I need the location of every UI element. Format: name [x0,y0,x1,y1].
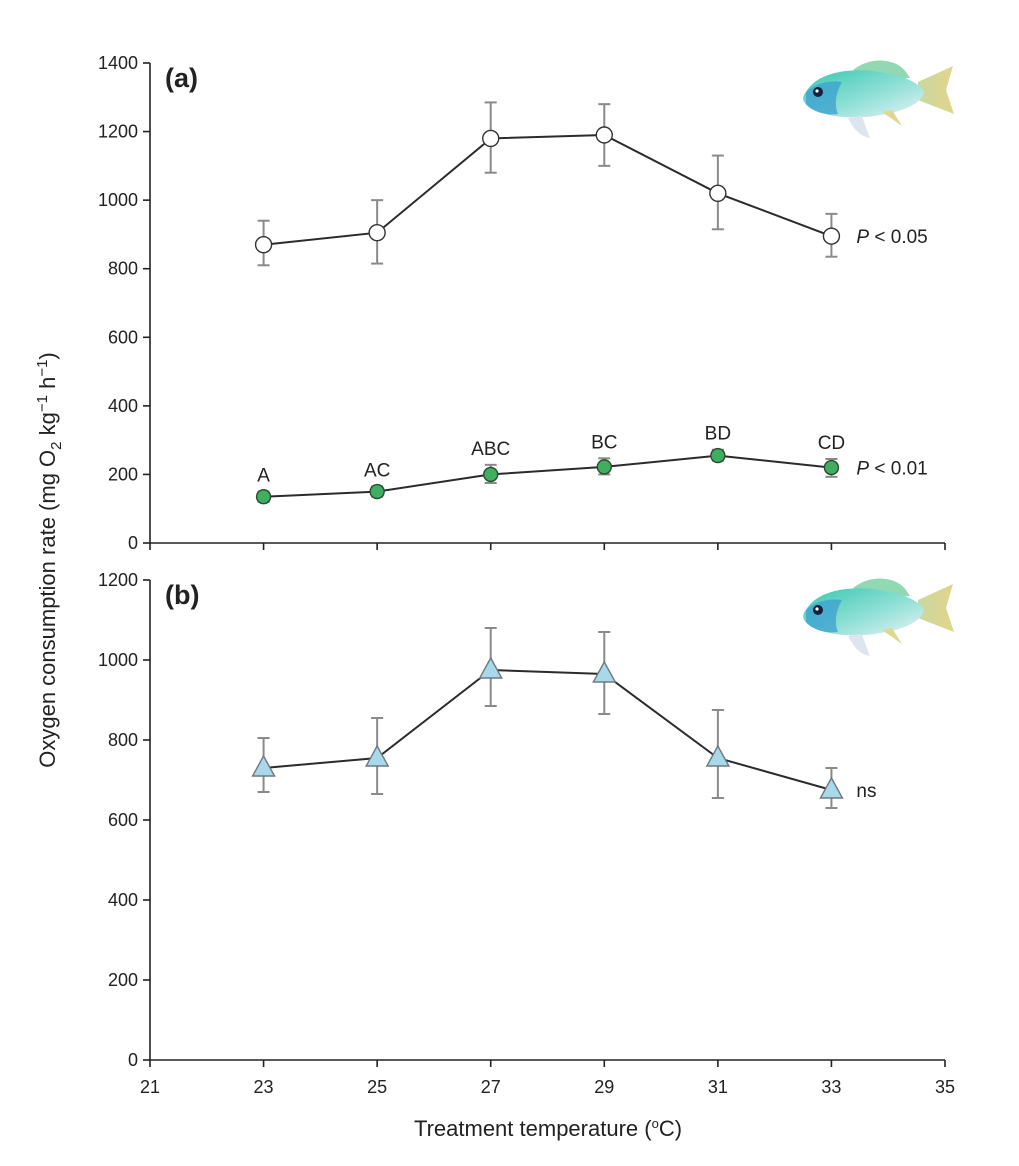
panel-b-y-ticks: 0 200 400 600 800 1000 1200 [98,570,150,1070]
y-tick-label: 1000 [98,650,138,670]
data-point-filled-circle [823,459,840,476]
y-tick-label: 1000 [98,190,138,210]
panel-a-series: P < 0.05 A AC ABC BC BD CD P < 0.01 [254,101,928,505]
panel-a-y-ticks: 0 200 400 600 800 1000 1200 1400 [98,53,150,553]
x-tick-label: 35 [935,1077,955,1097]
y-tick-label: 600 [108,810,138,830]
y-tick-label: 200 [108,464,138,484]
data-point-filled-circle [369,483,385,500]
data-point-open-circle [482,129,500,148]
data-point-filled-circle [255,489,272,505]
group-letter: ABC [471,439,510,460]
y-tick-label: 1200 [98,122,138,142]
significance-annotation: P < 0.05 [856,227,927,248]
significance-annotation: P < 0.01 [856,459,927,480]
fish-illustration-b [803,578,954,656]
data-point-open-circle [822,227,841,245]
series-resting: A AC ABC BC BD CD P < 0.01 [255,424,928,505]
significance-annotation: ns [856,781,876,802]
y-tick-label: 600 [108,327,138,347]
y-tick-label: 800 [108,259,138,279]
y-tick-label: 400 [108,890,138,910]
x-axis-title: Treatment temperature (oC) [414,1116,682,1141]
x-tick-label: 23 [254,1077,274,1097]
data-point-filled-circle [483,466,499,483]
panel-b-series: ns [251,627,877,809]
x-tick-label: 25 [367,1077,387,1097]
data-point-open-circle [254,236,273,254]
data-point-open-circle [709,184,727,202]
data-point-open-circle [368,224,386,242]
group-letter: AC [364,460,390,481]
x-tick-label: 29 [594,1077,614,1097]
data-point-filled-circle [710,447,726,464]
y-tick-label: 1400 [98,53,138,73]
data-point-triangle [592,660,617,683]
y-tick-label: 400 [108,396,138,416]
y-tick-label: 0 [128,533,138,553]
data-point-triangle [819,776,844,799]
y-tick-label: 800 [108,730,138,750]
panel-a-x-ticks [149,543,946,550]
group-letter: BD [705,424,731,445]
data-point-filled-circle [596,459,612,475]
data-point-triangle [705,744,731,767]
group-letter: A [257,466,270,487]
panel-a-label: (a) [165,63,198,93]
data-point-triangle [251,754,276,777]
x-tick-label: 21 [140,1077,160,1097]
series-line [263,454,832,498]
data-point-triangle [364,744,390,767]
fish-illustration-a [803,60,954,138]
group-letter: BC [591,432,617,453]
x-tick-label: 31 [708,1077,728,1097]
data-point-triangle [478,656,503,679]
group-letter: CD [818,433,845,454]
panel-b-label: (b) [165,580,199,610]
y-tick-label: 0 [128,1050,138,1070]
y-axis-title: Oxygen consumption rate (mg O2 kg−1 h−1) [34,352,65,768]
x-tick-label: 27 [481,1077,501,1097]
series-line [263,668,832,791]
series-aerobic-scope: ns [251,627,877,809]
data-point-open-circle [595,126,613,144]
series-line [263,133,832,246]
panel-b: 0 200 400 600 800 1000 1200 21 23 25 27 29 31 33 35 (… [98,570,955,1097]
series-maximum: P < 0.05 [254,101,928,267]
y-tick-label: 200 [108,970,138,990]
y-tick-label: 1200 [98,570,138,590]
x-tick-label: 33 [821,1077,841,1097]
panel-b-x-ticks: 21 23 25 27 29 31 33 35 [140,1060,955,1097]
